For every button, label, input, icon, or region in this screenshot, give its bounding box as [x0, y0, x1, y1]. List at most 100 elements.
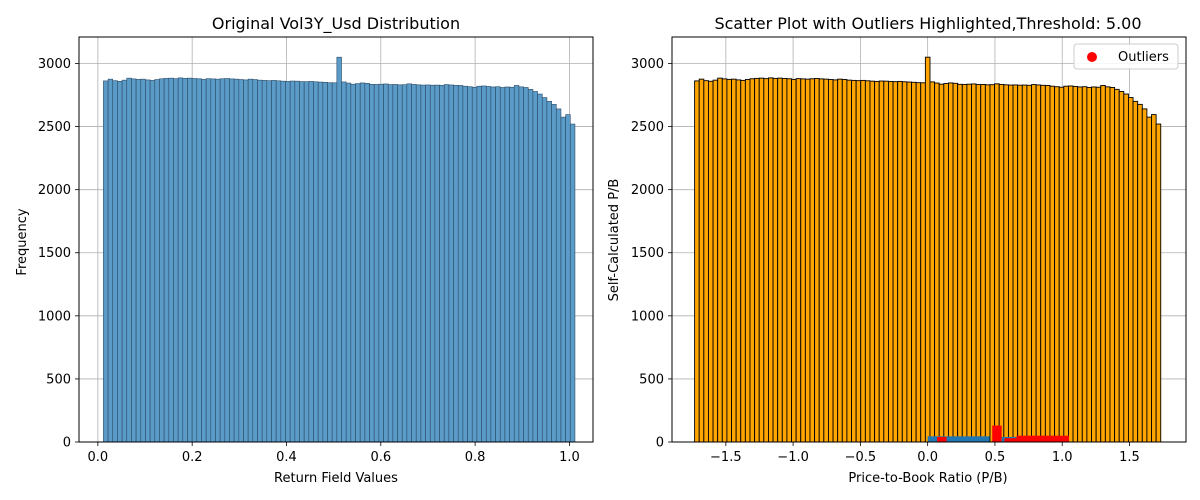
- right-chart-bar: [901, 81, 908, 443]
- left-chart-bar: [443, 84, 450, 443]
- right-chart-bar: [975, 84, 982, 443]
- left-chart-bar: [327, 82, 333, 443]
- left-chart-ytick-label: 2000: [38, 183, 71, 198]
- right-chart-bar: [781, 78, 788, 443]
- right-chart-bar: [731, 78, 737, 443]
- right-chart-bar: [1081, 86, 1088, 443]
- right-chart-bar: [1072, 86, 1079, 443]
- left-chart-bar: [355, 83, 361, 443]
- left-chart-bar: [392, 84, 398, 443]
- right-chart-bar: [947, 82, 954, 443]
- right-chart-bar: [841, 79, 848, 443]
- right-chart-bar: [837, 78, 843, 443]
- right-chart-bar: [1118, 91, 1125, 443]
- left-chart-bar: [182, 78, 188, 443]
- right-chart-outlier-marks: [1016, 435, 1069, 442]
- right-chart-bar: [892, 81, 899, 443]
- left-chart-bar: [196, 78, 202, 443]
- right-chart-outlier-marks: [937, 436, 947, 442]
- right-chart-bar: [1007, 84, 1014, 443]
- left-chart-bar: [565, 114, 571, 443]
- legend-box: [1073, 43, 1179, 70]
- left-chart-bar: [191, 78, 198, 443]
- left-chart-bar: [383, 83, 389, 443]
- right-chart-bar: [864, 80, 871, 443]
- right-chart-bar: [897, 80, 903, 443]
- left-chart-bar: [140, 78, 146, 443]
- left-chart-bar: [168, 77, 174, 443]
- right-chart-bar: [1026, 84, 1032, 443]
- left-chart-bar: [135, 79, 142, 443]
- right-chart-bar: [823, 78, 829, 443]
- left-chart-bar: [350, 83, 356, 443]
- scatter-outlier-chart: Scatter Plot with Outliers Highlighted,T…: [607, 14, 1187, 486]
- right-chart-bar: [1151, 114, 1157, 443]
- left-chart-bar: [294, 80, 300, 443]
- right-chart-bar: [1054, 86, 1060, 443]
- left-chart-xtick-label: 1.0: [559, 450, 580, 465]
- right-chart-bar: [911, 81, 917, 443]
- right-chart-bar: [814, 78, 820, 443]
- left-chart-bar: [252, 79, 258, 443]
- left-chart-bar: [322, 81, 328, 443]
- right-chart-xtick-label: −1.0: [777, 450, 809, 465]
- right-chart-bar: [708, 80, 714, 443]
- right-chart-yticks: 0 500 1000 1500 2000 2500 3000: [631, 57, 672, 451]
- left-chart-ytick-label: 3000: [38, 57, 71, 72]
- right-chart-ytick-label: 2500: [631, 120, 664, 135]
- left-chart-bar: [121, 79, 128, 443]
- right-chart-bar: [878, 80, 885, 443]
- left-chart-bar: [233, 78, 240, 443]
- left-chart-xtick-label: 0.6: [370, 450, 391, 465]
- right-chart-blue-segment: [927, 436, 990, 442]
- right-chart-bar: [1021, 84, 1028, 443]
- right-chart-bar: [754, 77, 760, 443]
- right-chart-bar: [1044, 84, 1051, 443]
- right-chart-bar: [795, 78, 802, 443]
- right-chart-bar: [832, 79, 839, 443]
- right-chart-bar: [994, 83, 1000, 443]
- right-chart-bar: [1049, 85, 1056, 443]
- right-chart-bar: [767, 77, 774, 443]
- left-chart-bar: [467, 86, 473, 443]
- right-chart-bar: [712, 79, 719, 443]
- right-chart-bar: [804, 78, 811, 443]
- left-chart-bar: [280, 80, 286, 443]
- left-chart-bar: [527, 89, 534, 443]
- right-chart-ytick-label: 2000: [631, 183, 664, 198]
- right-chart-overlay: [927, 425, 1069, 442]
- right-chart-bar: [735, 79, 742, 443]
- right-chart-bar: [915, 82, 922, 443]
- right-chart-bar: [1003, 84, 1009, 443]
- right-chart-bar: [1035, 84, 1042, 443]
- left-chart-bar: [560, 116, 566, 443]
- left-chart-bar: [378, 83, 384, 443]
- left-chart-bar: [215, 78, 221, 443]
- right-chart-bar: [924, 56, 931, 443]
- left-chart-bar: [177, 77, 184, 443]
- right-chart-outlier-marks: [1004, 438, 1017, 442]
- right-chart-bar: [929, 81, 936, 443]
- right-chart-bar: [874, 80, 880, 443]
- right-chart-bar: [1132, 100, 1139, 443]
- right-chart-bar: [777, 77, 783, 443]
- right-chart-bar: [1127, 97, 1134, 443]
- right-chart-ytick-label: 500: [639, 372, 664, 387]
- left-chart-bar: [238, 79, 244, 443]
- left-chart-bar: [243, 79, 249, 443]
- left-chart-bar: [266, 80, 272, 443]
- left-chart-bar: [471, 86, 478, 443]
- right-chart-bar: [1137, 103, 1143, 443]
- left-chart-bar: [495, 86, 501, 443]
- left-chart-bar: [271, 80, 277, 443]
- right-chart-bar: [744, 79, 751, 443]
- right-chart-bar: [998, 83, 1005, 443]
- left-chart-bar: [541, 97, 548, 443]
- right-chart-bar: [1077, 86, 1083, 443]
- legend-outlier-marker: [1087, 52, 1097, 62]
- right-chart-xtick-label: 0.0: [917, 450, 938, 465]
- right-chart-bar: [827, 79, 834, 443]
- right-chart-bar: [869, 80, 876, 443]
- right-chart-bar: [957, 83, 963, 443]
- left-chart-bar: [551, 104, 557, 443]
